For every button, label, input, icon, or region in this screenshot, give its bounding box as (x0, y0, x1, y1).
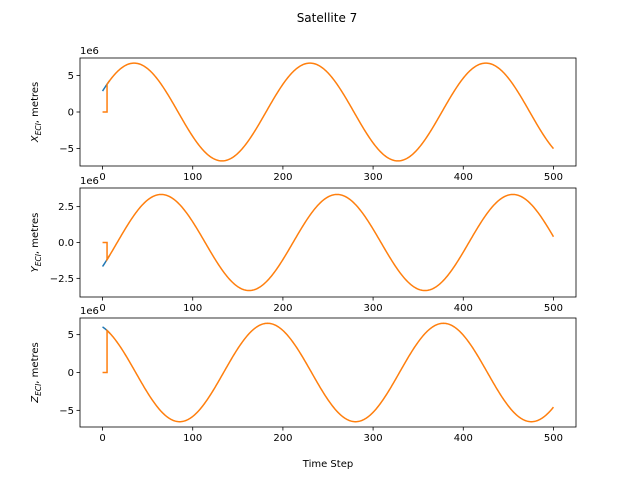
x-tick-label: 100 (183, 433, 202, 444)
offset-text: 1e6 (80, 46, 99, 57)
y-axis-label: ZECI, metres (30, 342, 43, 403)
y-tick-label: −5 (59, 144, 74, 155)
axes-frame (79, 57, 577, 167)
axes-frame (79, 187, 577, 298)
x-tick-label: 400 (454, 172, 473, 183)
x-tick-label: 500 (544, 433, 563, 444)
subplot-3: 0 100 200 300 400 500 −5 0 5 1e6 ZECI, metres (30, 306, 577, 444)
y-axis-label: YECI, metres (30, 213, 43, 273)
x-axis-label: Time Step (302, 459, 353, 470)
series-2-line (102, 62, 555, 162)
x-tick-label: 200 (273, 172, 292, 183)
y-tick-label: 0.0 (58, 238, 74, 249)
series-2-line (102, 322, 555, 423)
x-tick-label: 100 (183, 303, 202, 314)
chart-title: Satellite 7 (297, 11, 358, 25)
y-tick-label: 0 (68, 108, 74, 119)
x-tick-label: 200 (273, 303, 292, 314)
x-tick-label: 100 (183, 172, 202, 183)
x-tick-label: 500 (544, 303, 563, 314)
x-tick-label: 0 (99, 433, 105, 444)
y-tick-label: −2.5 (50, 274, 74, 285)
x-tick-label: 500 (544, 172, 563, 183)
x-tick-label: 0 (99, 303, 105, 314)
x-tick-label: 200 (273, 433, 292, 444)
y-tick-label: 2.5 (58, 202, 74, 213)
y-axis-label: XECI, metres (30, 82, 43, 143)
y-tick-label: 5 (68, 330, 74, 341)
offset-text: 1e6 (80, 176, 99, 187)
y-tick-label: −5 (59, 406, 74, 417)
y-tick-label: 0 (68, 368, 74, 379)
x-tick-label: 300 (364, 172, 383, 183)
x-tick-label: 0 (99, 172, 105, 183)
x-tick-label: 400 (454, 433, 473, 444)
subplot-1: 0 100 200 300 400 500 −5 0 5 1e6 XECI, metres (30, 46, 577, 183)
x-tick-label: 300 (364, 433, 383, 444)
x-tick-label: 300 (364, 303, 383, 314)
y-tick-label: 5 (68, 71, 74, 82)
series-2-line (102, 193, 555, 292)
axes-frame (79, 317, 577, 428)
offset-text: 1e6 (80, 306, 99, 317)
subplot-2: 0 100 200 300 400 500 −2.5 0.0 2.5 1e6 YECI, metre… (30, 176, 577, 314)
x-tick-label: 400 (454, 303, 473, 314)
